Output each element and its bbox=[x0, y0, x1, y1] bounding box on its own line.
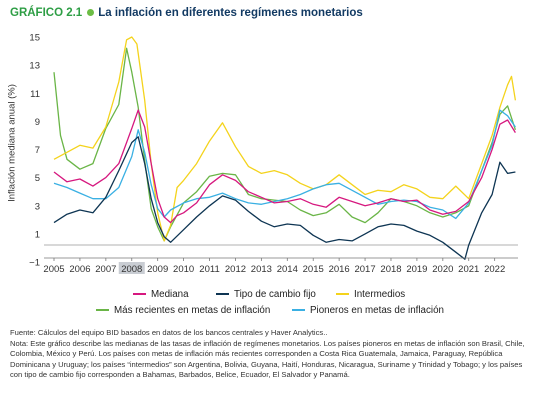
legend-swatch-mas-recientes bbox=[96, 309, 109, 312]
x-tick-label: 2009 bbox=[147, 264, 168, 275]
bullet-dot-icon bbox=[87, 8, 95, 16]
legend-label: Más recientes en metas de inflación bbox=[114, 305, 271, 316]
legend-label: Mediana bbox=[151, 289, 189, 300]
series-line-mas-recientes-en-metas-de-inflacion bbox=[53, 47, 517, 242]
figure-title: GRÁFICO 2.1 La inflación en diferentes re… bbox=[10, 7, 363, 19]
x-tick-label: 2019 bbox=[406, 264, 427, 275]
x-tick-label: 2021 bbox=[458, 264, 479, 275]
chart-title: La inflación en diferentes regímenes mon… bbox=[98, 7, 363, 19]
x-tick-label: 2010 bbox=[173, 264, 194, 275]
legend-item-tipo-cambio-fijo: Tipo de cambio fijo bbox=[216, 289, 316, 300]
legend-item-intermedios: Intermedios bbox=[336, 289, 405, 300]
x-tick-highlight bbox=[118, 262, 145, 274]
x-tick-label: 2007 bbox=[95, 264, 116, 275]
x-tick-label: 2016 bbox=[329, 264, 350, 275]
y-tick-label: 3 bbox=[35, 201, 40, 212]
y-tick-label: 5 bbox=[35, 173, 40, 184]
series-line-tipo-de-cambio-fijo bbox=[53, 136, 516, 260]
x-tick-label: 2020 bbox=[432, 264, 453, 275]
y-tick-label: 7 bbox=[35, 145, 40, 156]
legend-label: Pioneros en metas de inflación bbox=[310, 305, 444, 316]
series-line-intermedios bbox=[53, 36, 517, 242]
x-tick-label: 2012 bbox=[225, 264, 246, 275]
series-lines bbox=[53, 36, 517, 260]
legend-label: Intermedios bbox=[354, 289, 406, 300]
x-tick-label: 2018 bbox=[380, 264, 401, 275]
x-tick-label: 2008 bbox=[121, 264, 142, 275]
x-tick-label: 2014 bbox=[277, 264, 298, 275]
x-tick-label: 2005 bbox=[43, 264, 64, 275]
y-tick-label: 1 bbox=[35, 229, 40, 240]
x-tick-label: 2013 bbox=[251, 264, 272, 275]
legend-item-pioneros: Pioneros en metas de inflación bbox=[292, 305, 444, 316]
explanatory-note: Nota: Este gráfico describe las medianas… bbox=[10, 338, 525, 380]
source-note: Fuente: Cálculos del equipo BID basados … bbox=[10, 328, 328, 337]
legend-label: Tipo de cambio fijo bbox=[234, 289, 316, 300]
y-tick-label: 13 bbox=[29, 61, 40, 72]
x-tick-label: 2017 bbox=[354, 264, 375, 275]
x-tick-label: 2015 bbox=[303, 264, 324, 275]
figure-notes: Fuente: Cálculos del equipo BID basados … bbox=[10, 328, 530, 381]
x-tick-labels: 2005 2006 2007 2008 2009 2010 2011 2012 2013 2014… bbox=[43, 258, 505, 275]
legend-swatch-tipo-cambio-fijo bbox=[216, 293, 229, 296]
y-tick-label: −1 bbox=[29, 258, 40, 269]
legend-swatch-intermedios bbox=[336, 293, 349, 296]
y-tick-label: 9 bbox=[35, 117, 40, 128]
legend-swatch-pioneros bbox=[292, 309, 305, 312]
series-line-mediana bbox=[53, 109, 516, 224]
figure-number: GRÁFICO 2.1 bbox=[10, 7, 83, 19]
x-tick-label: 2022 bbox=[484, 264, 505, 275]
legend-item-mas-recientes: Más recientes en metas de inflación bbox=[96, 305, 270, 316]
legend-item-mediana: Mediana bbox=[133, 289, 189, 300]
y-tick-label: 15 bbox=[29, 33, 40, 44]
x-tick-label: 2011 bbox=[199, 264, 219, 275]
legend-swatch-mediana bbox=[133, 293, 146, 296]
x-tick-label: 2006 bbox=[69, 264, 90, 275]
y-tick-label: 11 bbox=[30, 89, 40, 100]
